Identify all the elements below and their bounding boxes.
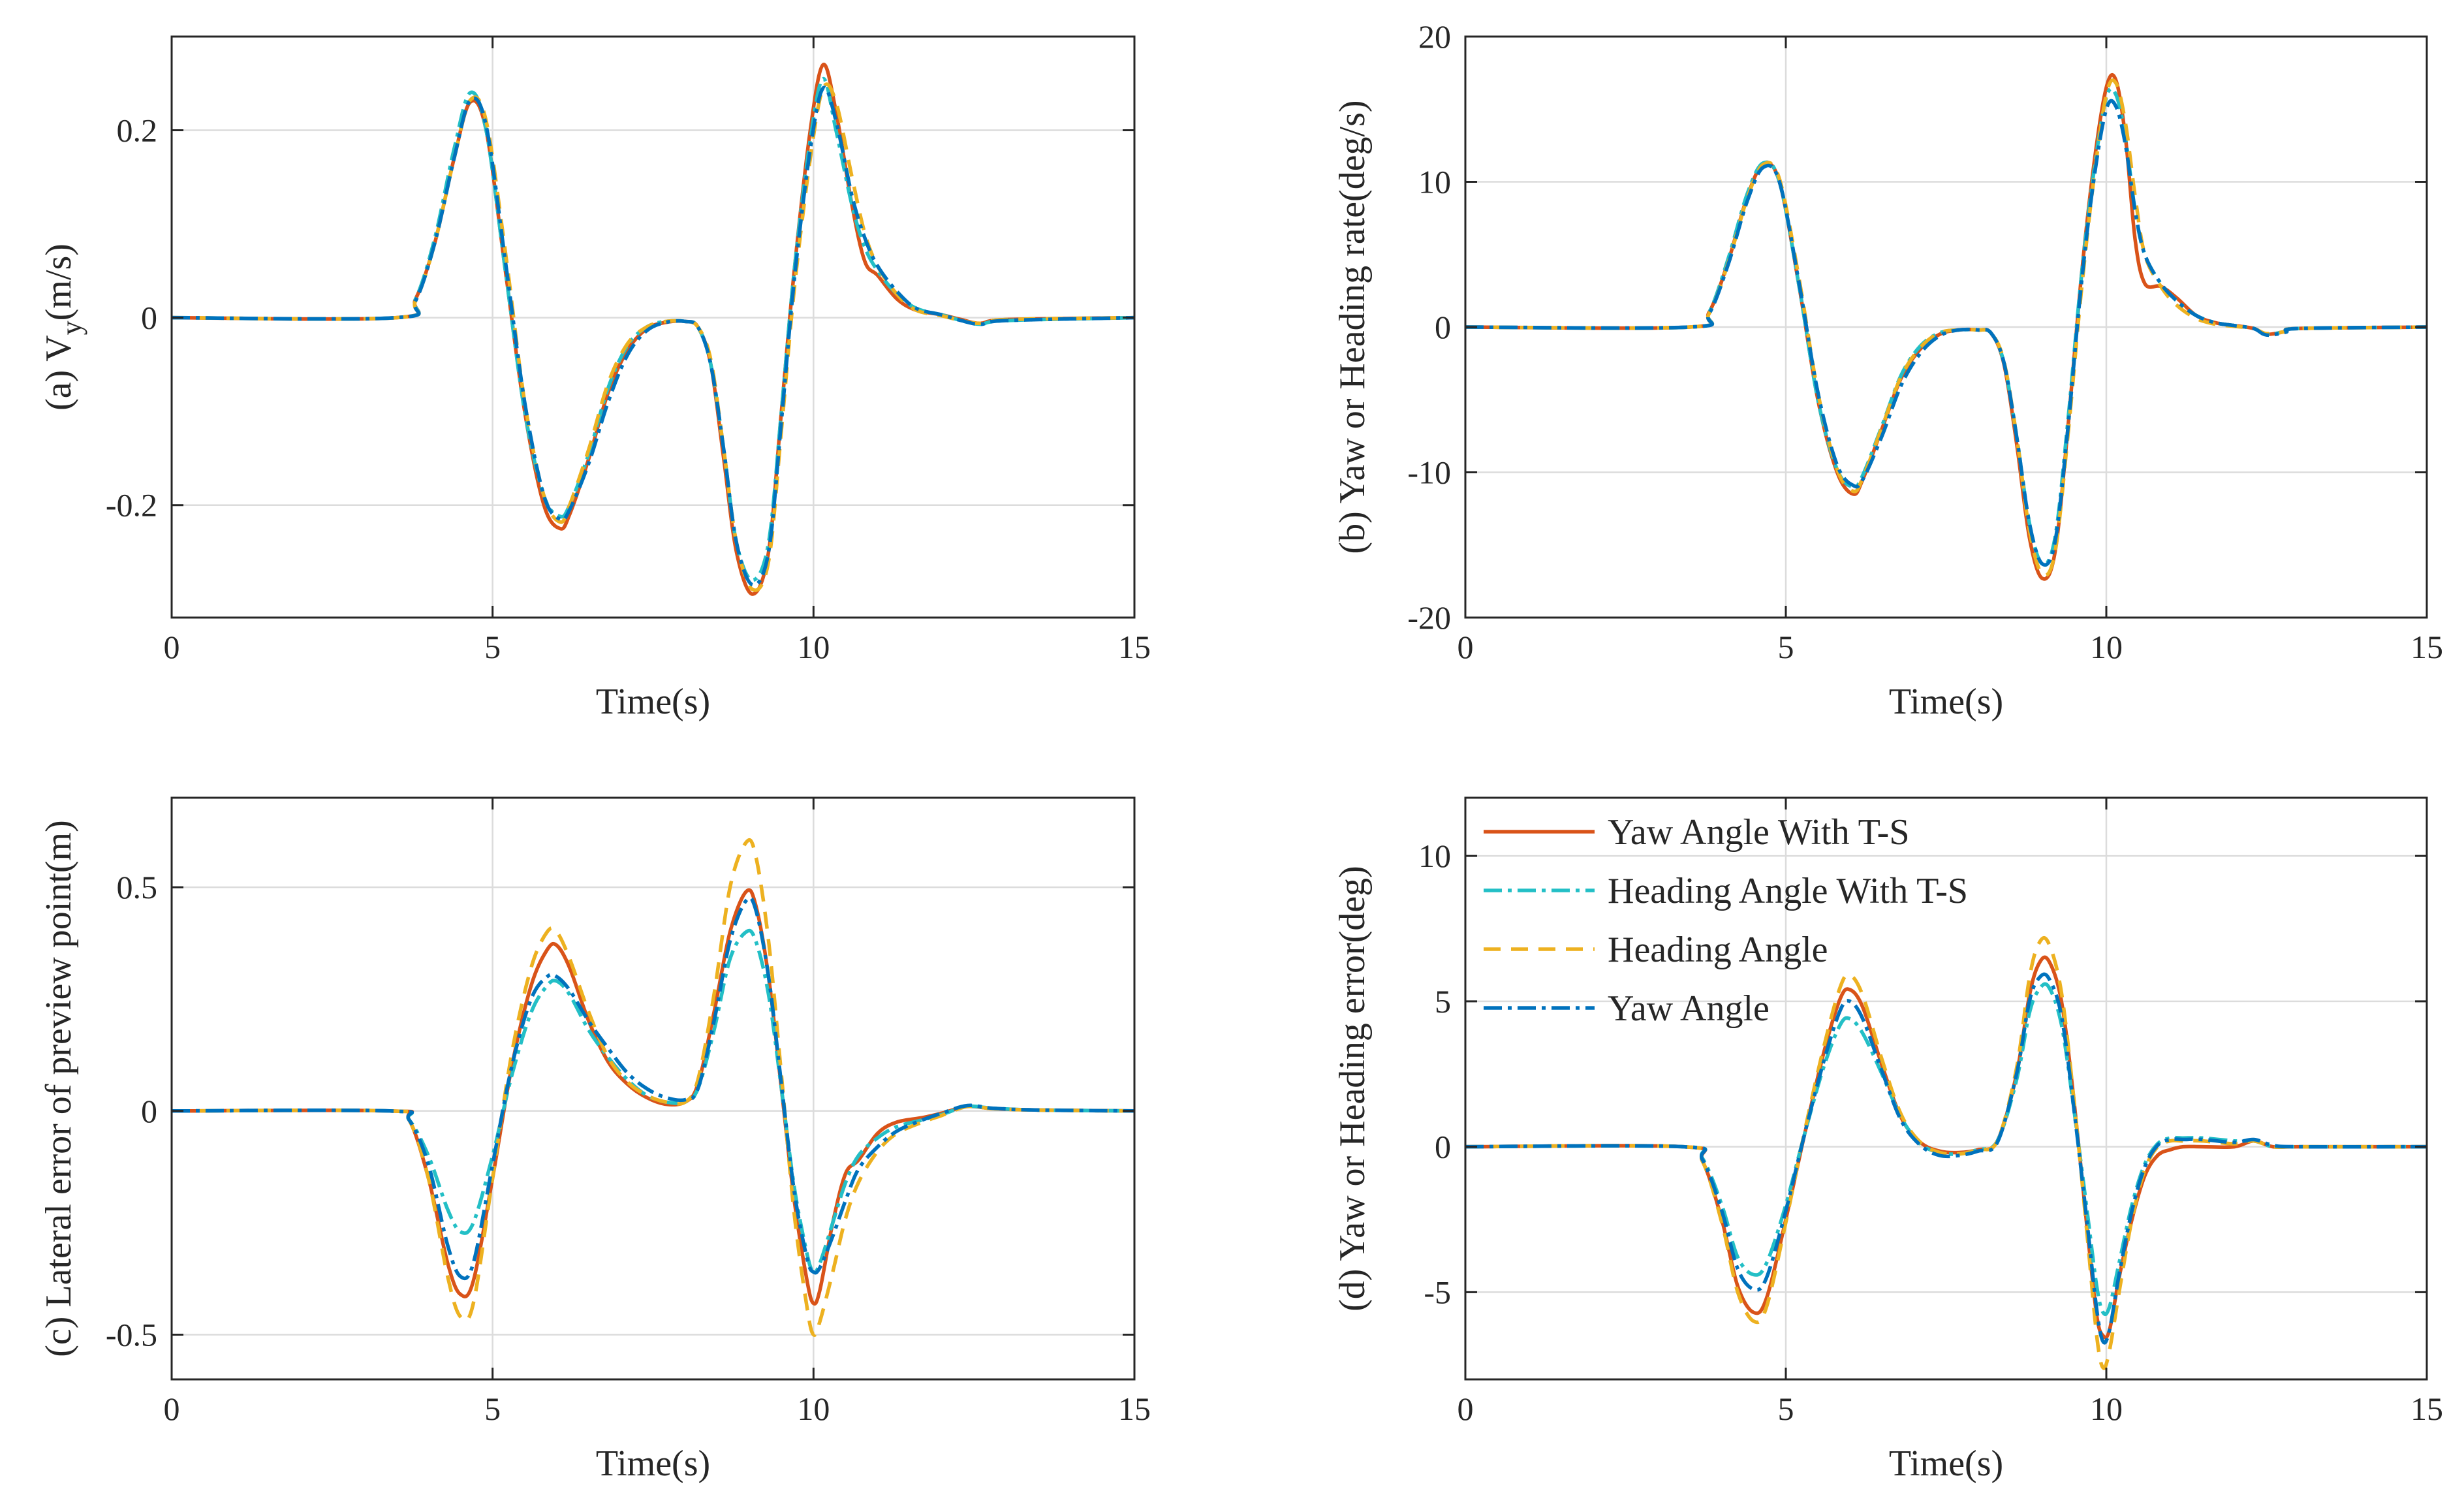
x-tick-label: 10 — [2090, 629, 2123, 665]
series-group — [172, 63, 1134, 596]
series-group — [1465, 935, 2427, 1370]
y-tick-label: 0.5 — [117, 869, 158, 905]
y-tick-label: 10 — [1418, 838, 1451, 874]
y-axis-label: (c) Lateral error of preview point(m) — [39, 820, 79, 1357]
y-axis-label: (b) Yaw or Heading rate(deg/s) — [1332, 100, 1373, 554]
y-axis-label: (a) Vy(m/s) — [39, 243, 87, 411]
series-line-1 — [172, 888, 1134, 1306]
x-tick-label: 10 — [797, 629, 830, 665]
y-tick-label: 5 — [1435, 983, 1451, 1020]
x-tick-label: 0 — [1458, 1390, 1474, 1427]
x-tick-label: 10 — [2090, 1390, 2123, 1427]
y-tick-label: 0 — [141, 1093, 157, 1129]
chart-panel-a: 0 5 10 15 -0.2 0 0.2 Time(s) (a) Vy(m/s) — [39, 35, 1151, 722]
y-tick-label: -5 — [1424, 1274, 1451, 1310]
legend: Yaw Angle With T-S Heading Angle With T-S… — [1484, 812, 1968, 1029]
x-tick-label: 15 — [1118, 629, 1151, 665]
series-line-2 — [1465, 982, 2427, 1317]
series-group — [172, 838, 1134, 1337]
y-tick-label: 0.2 — [117, 112, 158, 149]
axes-box — [170, 796, 1136, 1381]
legend-label-1: Yaw Angle With T-S — [1608, 812, 1909, 853]
series-line-3 — [172, 82, 1134, 592]
y-tick-label: -0.2 — [106, 487, 157, 524]
x-tick-label: 5 — [484, 629, 501, 665]
y-tick-label: 10 — [1418, 164, 1451, 200]
y-tick-label: -10 — [1407, 454, 1451, 491]
series-group — [1465, 72, 2427, 581]
y-tick-label: -20 — [1407, 599, 1451, 636]
series-line-3 — [172, 838, 1134, 1337]
x-tick-label: 0 — [1458, 629, 1474, 665]
x-axis-label: Time(s) — [596, 1443, 710, 1484]
axes-box — [1464, 796, 2428, 1381]
y-tick-label: -0.5 — [106, 1316, 157, 1353]
axes-box — [170, 35, 1136, 619]
y-tick-label: 20 — [1418, 18, 1451, 55]
x-axis-label: Time(s) — [596, 682, 710, 722]
legend-label-3: Heading Angle — [1608, 930, 1828, 970]
series-line-4 — [172, 896, 1134, 1281]
x-tick-label: 15 — [2410, 1390, 2443, 1427]
x-axis-label: Time(s) — [1889, 1443, 2003, 1484]
chart-panel-d: 0 5 10 15 -5 0 5 10 Time(s) (d) Yaw or Heading er… — [1332, 796, 2443, 1484]
x-tick-label: 10 — [797, 1390, 830, 1427]
x-tick-label: 5 — [484, 1390, 501, 1427]
x-tick-label: 0 — [164, 1390, 180, 1427]
x-tick-label: 5 — [1778, 1390, 1794, 1427]
x-tick-label: 15 — [1118, 1390, 1151, 1427]
series-line-2 — [172, 928, 1134, 1274]
series-line-4 — [172, 86, 1134, 587]
x-tick-label: 5 — [1778, 629, 1794, 665]
legend-label-2: Heading Angle With T-S — [1608, 871, 1968, 911]
series-line-4 — [1465, 99, 2427, 567]
series-line-1 — [172, 63, 1134, 596]
x-tick-label: 15 — [2410, 629, 2443, 665]
y-axis-label: (d) Yaw or Heading error(deg) — [1332, 866, 1373, 1312]
x-axis-label: Time(s) — [1889, 682, 2003, 722]
y-tick-label: 0 — [141, 300, 157, 336]
y-tick-label: 0 — [1435, 309, 1451, 345]
legend-label-4: Yaw Angle — [1608, 988, 1770, 1029]
series-line-4 — [1465, 972, 2427, 1345]
x-tick-label: 0 — [164, 629, 180, 665]
y-tick-label: 0 — [1435, 1129, 1451, 1165]
chart-panel-b: 0 5 10 15 -20 -10 0 10 20 Time(s) (b) Yaw or Headi… — [1332, 18, 2443, 722]
